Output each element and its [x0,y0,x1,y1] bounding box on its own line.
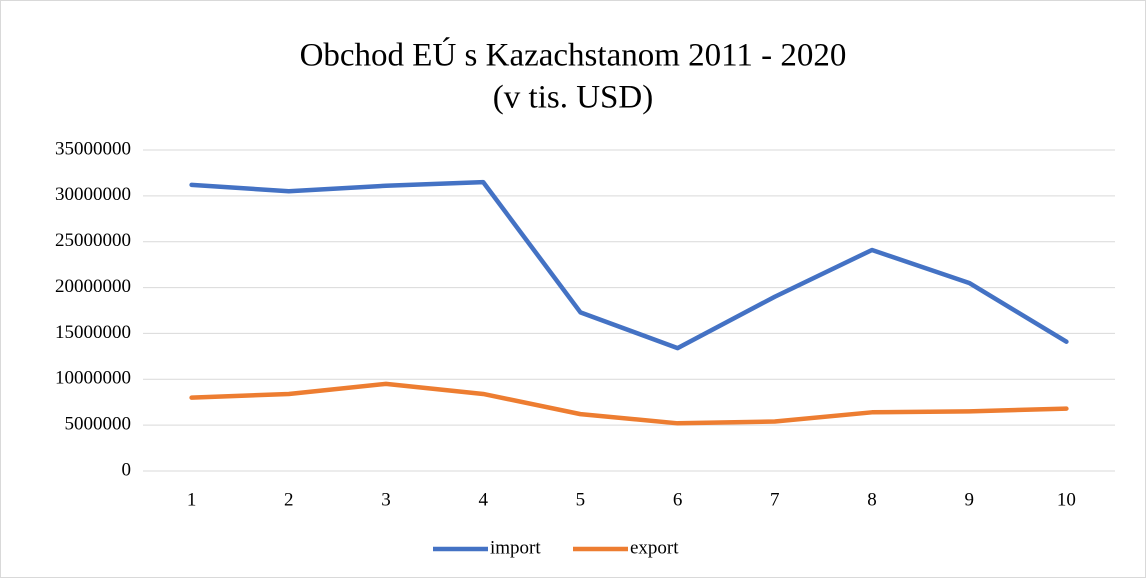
y-tick-label: 5000000 [65,414,132,435]
x-tick-label: 10 [1057,489,1076,510]
y-tick-label: 35000000 [55,138,131,159]
chart-title: Obchod EÚ s Kazachstanom 2011 - 2020 [300,36,847,74]
y-tick-label: 30000000 [55,184,131,205]
x-tick-label: 8 [867,489,877,510]
y-tick-label: 20000000 [55,276,131,297]
chart-subtitle: (v tis. USD) [493,80,653,116]
x-tick-label: 2 [284,489,294,510]
x-tick-label: 6 [673,489,683,510]
y-tick-label: 15000000 [55,322,131,343]
x-tick-label: 3 [381,489,391,510]
x-tick-label: 9 [964,489,974,510]
x-tick-label: 5 [576,489,586,510]
line-series [189,179,1069,351]
y-tick-label: 25000000 [55,230,131,251]
x-tick-label: 1 [187,489,197,510]
y-tick-label: 0 [122,459,132,480]
legend-label: export [630,537,679,558]
y-tick-label: 10000000 [55,368,131,389]
legend-label: import [490,537,541,558]
line-series [189,381,1069,426]
x-tick-label: 4 [478,489,488,510]
x-tick-label: 7 [770,489,780,510]
